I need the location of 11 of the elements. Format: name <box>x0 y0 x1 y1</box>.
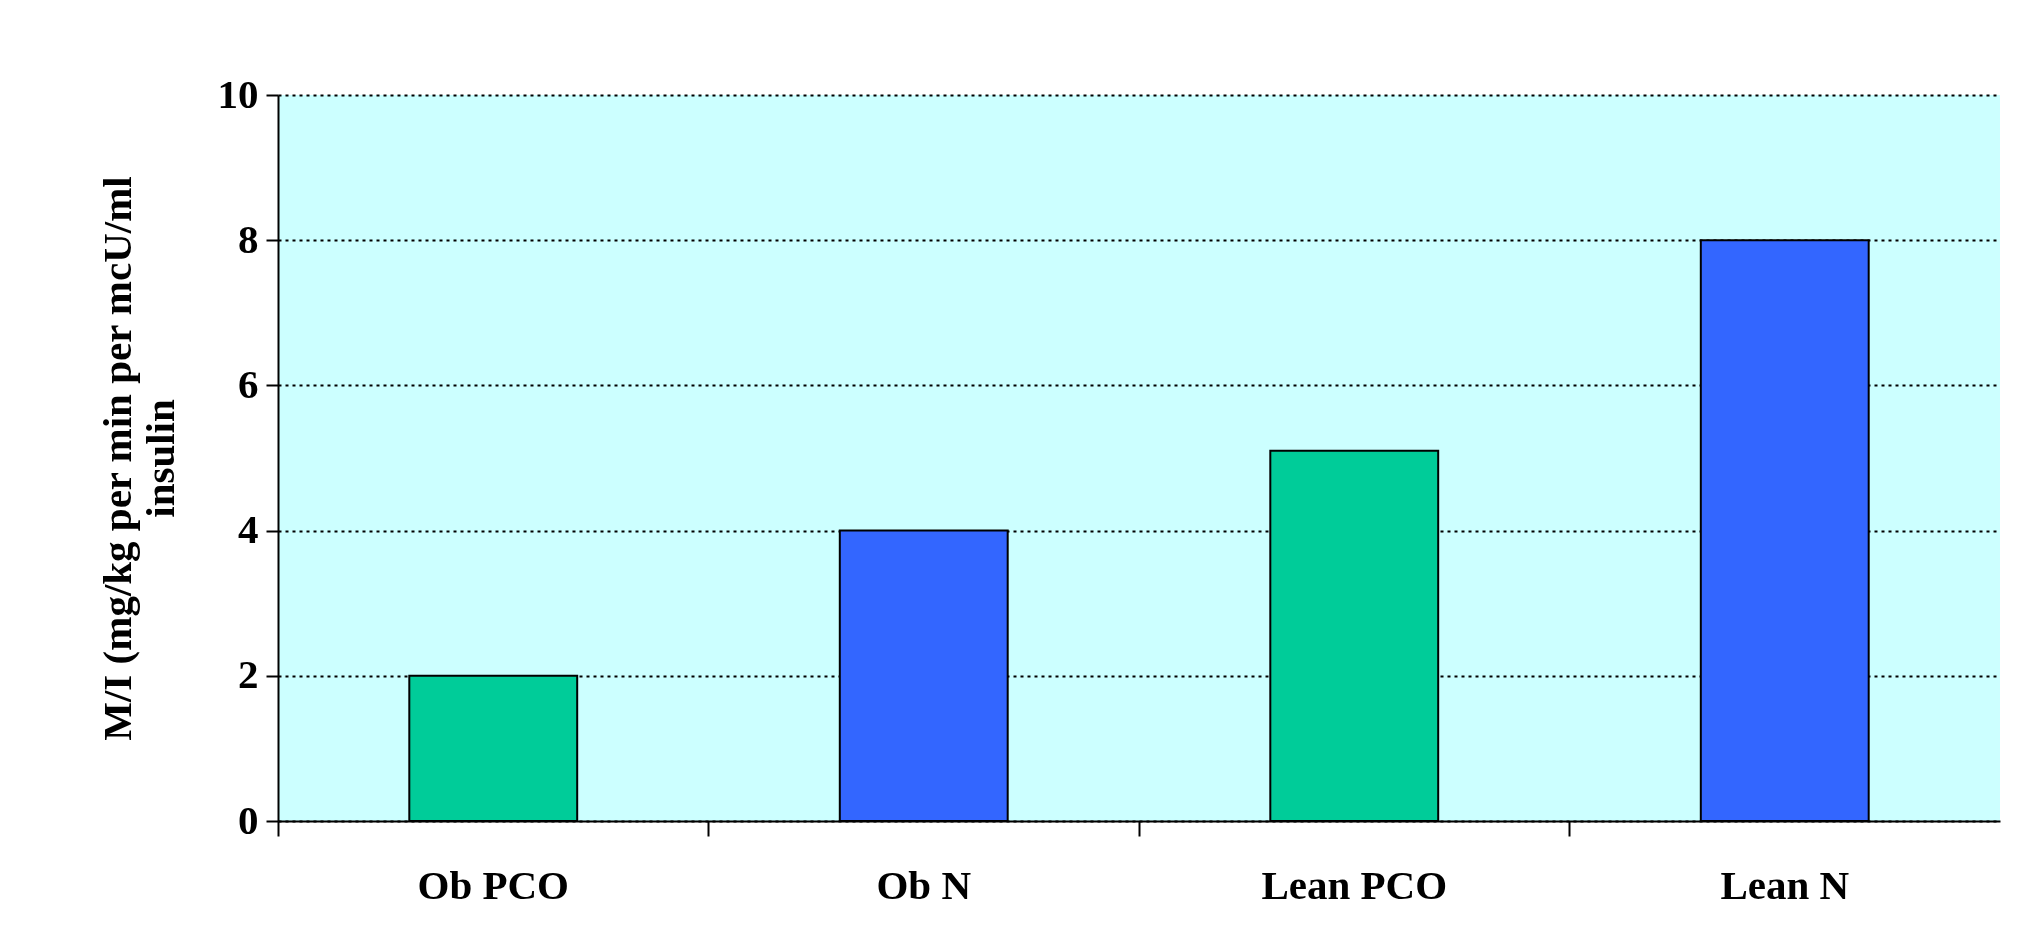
y-tick-label: 4 <box>238 506 259 553</box>
y-axis-title: M/I (mg/kg per min per mcU/ml insulin <box>93 176 183 741</box>
y-tick-label: 8 <box>238 215 259 262</box>
x-tick-label: Lean N <box>1720 861 1850 908</box>
y-tick-label: 2 <box>238 651 259 698</box>
x-tick-label: Ob N <box>876 861 972 908</box>
y-tick-label: 6 <box>238 360 259 407</box>
y-tick-label: 10 <box>217 70 259 117</box>
y-tick-label: 0 <box>238 796 259 843</box>
x-tick-label: Lean PCO <box>1261 861 1448 908</box>
x-tick-label: Ob PCO <box>417 861 569 908</box>
